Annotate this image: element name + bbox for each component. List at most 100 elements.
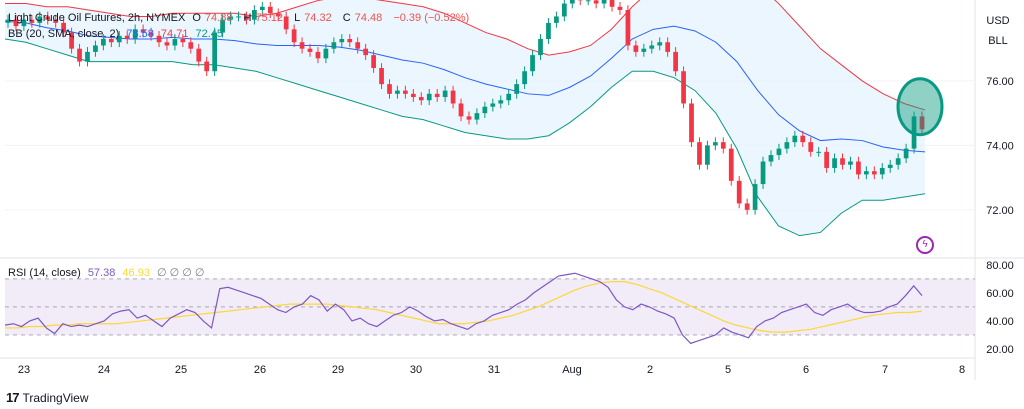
candle-body — [498, 100, 504, 104]
candle-body — [212, 32, 218, 72]
x-tick-label: 6 — [803, 364, 809, 376]
candle-body — [156, 35, 162, 43]
candle-body — [13, 19, 19, 27]
bb-mid-value: 73.58 — [126, 28, 154, 40]
candle-body — [148, 32, 154, 36]
change-value: −0.39 (−0.52%) — [393, 12, 470, 24]
candle-body — [474, 113, 480, 120]
candle-body — [887, 164, 893, 168]
candle-body — [252, 10, 257, 20]
candle-body — [458, 103, 464, 117]
y-tick-label: 72.00 — [986, 205, 1014, 217]
candle-body — [450, 90, 456, 104]
candle-body — [244, 16, 249, 20]
candle-body — [339, 39, 345, 43]
candle-body — [299, 42, 305, 49]
candle-body — [418, 97, 424, 101]
candle-body — [569, 0, 575, 4]
close-label: C — [342, 12, 351, 24]
candle-body — [442, 90, 448, 98]
chart-legend-ohlc: Light Crude Oil Futures, 2h, NYMEX O 74.8… — [8, 12, 473, 24]
high-value: 75.12 — [255, 12, 283, 24]
candle-body — [530, 55, 535, 72]
candle-body — [204, 61, 210, 72]
candle-body — [673, 51, 678, 72]
candle-body — [752, 184, 758, 210]
candle-body — [259, 6, 265, 10]
bb-upper-line — [5, 0, 926, 111]
candle-body — [410, 93, 416, 98]
candle-body — [824, 151, 829, 168]
candle-body — [21, 19, 27, 27]
x-tick-label: 26 — [254, 364, 266, 376]
high-label: H — [243, 12, 252, 24]
candle-body — [784, 142, 790, 149]
x-tick-label: 5 — [725, 364, 731, 376]
candle-body — [29, 19, 35, 23]
candle-body — [832, 158, 837, 168]
x-tick-label: 25 — [175, 364, 187, 376]
symbol-title: Light Crude Oil Futures, 2h, NYMEX — [8, 12, 186, 24]
bollinger-legend[interactable]: BB (20, SMA, close, 2) 73.58 74.71 72.45 — [8, 28, 227, 40]
tradingview-brand[interactable]: 17 TradingView — [6, 390, 89, 405]
candle-body — [85, 51, 90, 62]
currency-label[interactable]: USD — [986, 15, 1010, 27]
x-tick-label: 8 — [959, 364, 965, 376]
candle-body — [426, 93, 432, 101]
candle-body — [601, 0, 607, 4]
candle-body — [101, 39, 106, 46]
bb-lower-line — [4, 38, 926, 237]
candle-body — [5, 19, 11, 23]
close-value: 74.48 — [354, 12, 383, 24]
low-label: L — [294, 12, 301, 24]
brand-name: TradingView — [22, 390, 89, 405]
candle-body — [871, 171, 877, 175]
candle-body — [816, 151, 822, 153]
unit-label[interactable]: BLL — [988, 35, 1008, 47]
candle-body — [760, 161, 766, 185]
candle-body — [808, 142, 814, 152]
candle-body — [681, 71, 686, 104]
rsi-value: 57.38 — [87, 267, 116, 279]
x-tick-label: 24 — [98, 364, 110, 376]
candle-body — [387, 84, 392, 94]
candle-body — [108, 39, 114, 43]
bb-lower-value: 72.45 — [195, 28, 224, 40]
rsi-legend[interactable]: RSI (14, close) 57.38 46.93 ∅ ∅ ∅ ∅ — [8, 266, 209, 279]
candle-body — [220, 19, 225, 33]
candle-body — [379, 68, 384, 85]
candle-body — [768, 155, 774, 162]
candle-body — [61, 22, 66, 33]
candle-body — [45, 16, 51, 20]
candle-body — [554, 16, 559, 23]
open-label: O — [192, 12, 201, 24]
candle-body — [728, 148, 734, 181]
rsi-tick-label: 80.00 — [986, 260, 1014, 272]
candle-body — [196, 48, 202, 62]
candle-body — [736, 180, 742, 204]
rsi-tick-label: 60.00 — [986, 288, 1014, 300]
candle-body — [228, 16, 233, 20]
candle-body — [490, 103, 496, 107]
candle-body — [363, 48, 369, 56]
candle-body — [164, 42, 170, 46]
candle-body — [712, 142, 718, 146]
candle-body — [879, 167, 885, 175]
bolt-icon[interactable]: ϟ — [916, 236, 934, 254]
low-value: 74.32 — [304, 12, 332, 24]
candle-body — [697, 142, 702, 165]
candle-body — [466, 116, 472, 120]
x-tick-label: 29 — [332, 364, 344, 376]
candle-body — [482, 106, 488, 114]
candle-body — [180, 39, 186, 43]
rsi-line — [4, 272, 923, 345]
candle-body — [744, 203, 750, 210]
candle-body — [506, 93, 512, 101]
candle-body — [283, 16, 289, 30]
candle-body — [617, 6, 623, 10]
candle-body — [546, 22, 551, 40]
candle-body — [848, 161, 853, 165]
candle-body — [172, 39, 178, 46]
x-tick-label: 30 — [410, 364, 422, 376]
candle-body — [291, 29, 297, 43]
